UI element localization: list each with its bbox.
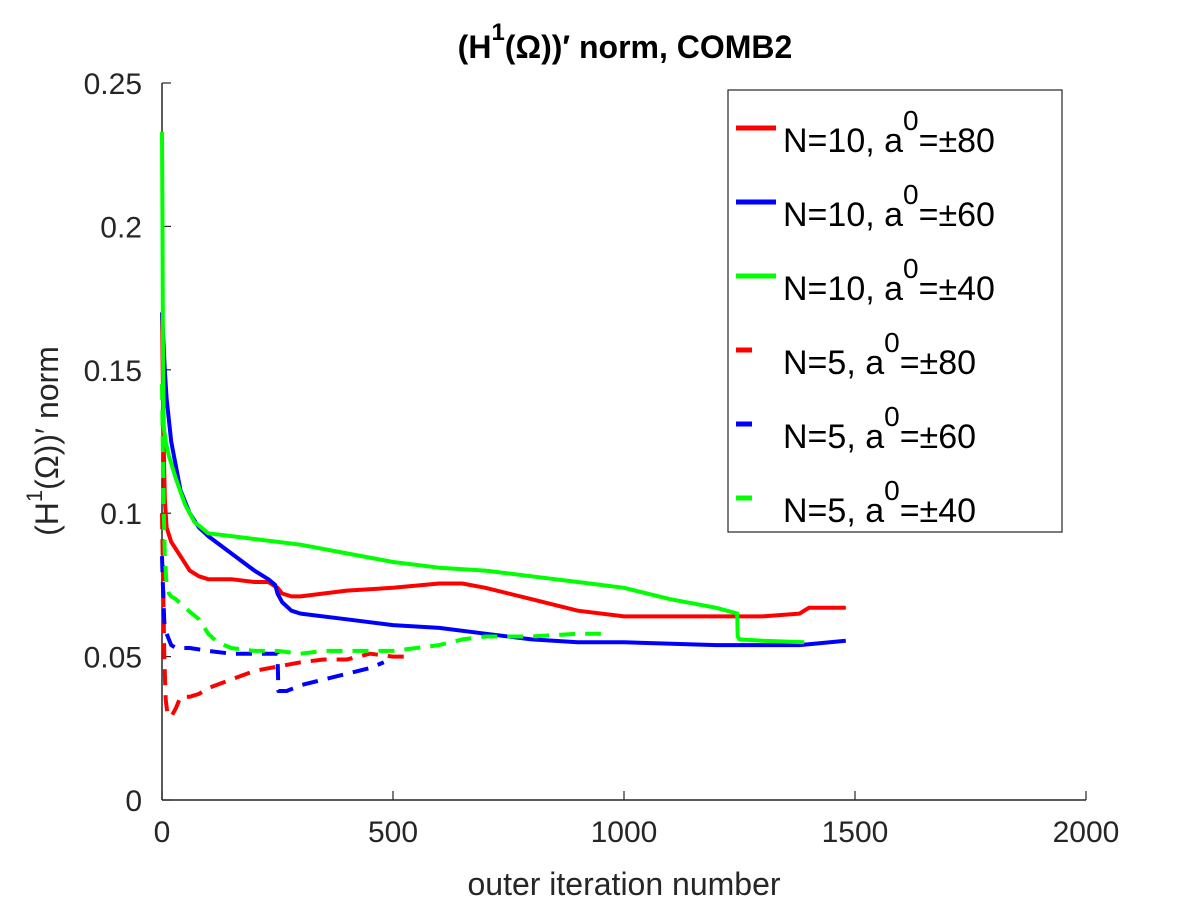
x-tick-label: 1500 — [822, 816, 889, 849]
series-line-n-5-a0-40 — [160, 384, 601, 656]
chart-title-prefix: (H — [458, 29, 492, 65]
chart-title-sup: 1 — [491, 19, 504, 46]
legend-label: N=10, a0=±60 — [783, 179, 995, 234]
x-tick-label: 0 — [154, 816, 171, 849]
legend-label: N=5, a0=±60 — [783, 401, 976, 456]
y-axis-label-sup: 1 — [22, 490, 47, 502]
x-ticks: 0 500 1000 1500 2000 — [154, 791, 1120, 849]
legend: N=10, a0=±80 N=10, a0=±60 N=10, a0=±40 N=5,… — [727, 89, 1063, 533]
y-tick-label: 0 — [125, 785, 142, 818]
x-tick-label: 500 — [368, 816, 418, 849]
y-ticks: 0 0.05 0.1 0.15 0.2 0.25 — [84, 68, 171, 818]
chart-title-suffix: (Ω))′ norm, COMB2 — [505, 29, 793, 65]
legend-box — [727, 89, 1063, 533]
series-line-n-10-a0-40 — [160, 131, 805, 645]
y-tick-label: 0.2 — [100, 211, 142, 244]
legend-items: N=10, a0=±80 N=10, a0=±60 N=10, a0=±40 N=5,… — [736, 105, 995, 530]
series-layer — [160, 131, 846, 719]
series-line-n-10-a0-80 — [160, 312, 846, 619]
series-line-n-5-a0-80 — [160, 513, 407, 719]
x-axis-label: outer iteration number — [467, 866, 780, 900]
y-tick-label: 0.15 — [84, 355, 142, 388]
y-tick-label: 0.25 — [84, 68, 142, 101]
y-axis-label: (H1(Ω))′ norm — [22, 346, 65, 536]
series-line-n-5-a0-60 — [160, 556, 385, 693]
series-line-n-10-a0-60 — [160, 312, 846, 648]
legend-label: N=5, a0=±80 — [783, 327, 976, 382]
y-axis-label-prefix: (H — [29, 502, 65, 536]
chart-title: (H1(Ω))′ norm, COMB2 — [458, 19, 793, 65]
y-tick-label: 0.1 — [100, 498, 142, 531]
legend-label: N=10, a0=±80 — [783, 105, 995, 160]
legend-label: N=10, a0=±40 — [783, 253, 995, 308]
x-tick-label: 2000 — [1053, 816, 1120, 849]
legend-label: N=5, a0=±40 — [783, 475, 976, 530]
y-axis-label-suffix: (Ω))′ norm — [29, 346, 65, 490]
x-tick-label: 1000 — [591, 816, 658, 849]
y-tick-label: 0.05 — [84, 642, 142, 675]
